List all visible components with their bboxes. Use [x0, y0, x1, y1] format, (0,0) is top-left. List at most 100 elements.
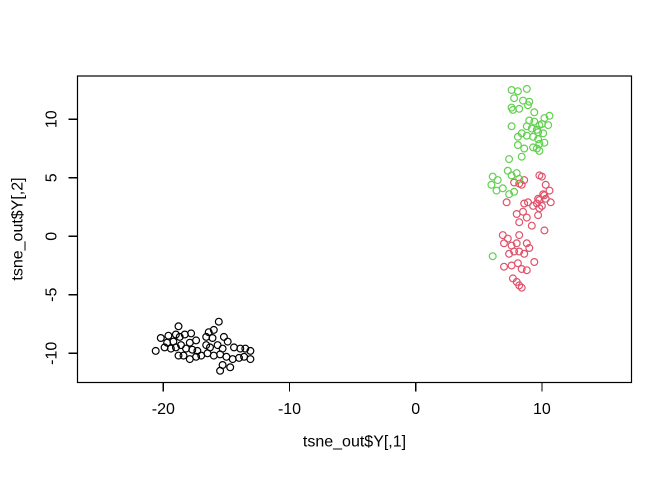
- y-tick-label: 0: [44, 232, 61, 241]
- data-point-cluster-green: [505, 190, 514, 199]
- y-tick-label: 10: [44, 110, 61, 128]
- data-point-cluster-green: [503, 166, 512, 175]
- data-point-cluster-black: [214, 317, 223, 326]
- data-point-cluster-red: [520, 199, 529, 208]
- data-point-cluster-green: [522, 84, 531, 93]
- data-point-cluster-black: [209, 325, 218, 334]
- data-point-cluster-green: [523, 101, 532, 110]
- data-point-cluster-green: [498, 184, 507, 193]
- data-point-cluster-black: [219, 332, 228, 341]
- data-point-cluster-green: [510, 94, 519, 103]
- data-point-cluster-red: [515, 247, 524, 256]
- data-point-cluster-black: [208, 334, 217, 343]
- data-point-cluster-black: [174, 322, 183, 331]
- data-point-cluster-red: [539, 190, 548, 199]
- data-point-cluster-red: [522, 266, 531, 275]
- data-point-cluster-black: [241, 344, 250, 353]
- data-point-cluster-black: [179, 351, 188, 360]
- data-point-cluster-red: [532, 199, 541, 208]
- data-point-cluster-red: [537, 201, 546, 210]
- x-axis-label: tsne_out$Y[,1]: [303, 434, 406, 451]
- data-point-cluster-red: [515, 218, 524, 227]
- data-point-cluster-red: [500, 262, 509, 271]
- data-point-cluster-green: [507, 171, 516, 180]
- data-point-cluster-black: [236, 344, 245, 353]
- data-point-cluster-green: [488, 252, 497, 261]
- data-point-cluster-green: [529, 143, 538, 152]
- data-point-cluster-green: [493, 176, 502, 185]
- data-point-cluster-red: [503, 234, 512, 243]
- data-point-cluster-black: [216, 366, 225, 375]
- data-point-cluster-green: [539, 129, 548, 138]
- data-point-cluster-black: [187, 329, 196, 338]
- data-point-cluster-green: [532, 144, 541, 153]
- data-point-cluster-green: [544, 121, 553, 130]
- y-tick-label: -10: [44, 342, 61, 365]
- data-point-cluster-red: [545, 186, 554, 195]
- data-point-cluster-black: [192, 352, 201, 361]
- data-point-cluster-red: [517, 283, 526, 292]
- x-tick-label: -20: [152, 401, 175, 418]
- data-point-cluster-black: [175, 332, 184, 341]
- data-point-cluster-black: [185, 338, 194, 347]
- data-point-cluster-red: [525, 244, 534, 253]
- data-point-cluster-red: [540, 226, 549, 235]
- data-point-cluster-black: [156, 334, 165, 343]
- data-point-cluster-red: [522, 239, 531, 248]
- data-point-cluster-black: [246, 355, 255, 364]
- data-point-cluster-green: [527, 124, 536, 133]
- y-axis-label: tsne_out$Y[,2]: [10, 177, 27, 280]
- data-point-cluster-black: [223, 337, 232, 346]
- data-point-cluster-green: [540, 138, 549, 147]
- data-point-cluster-green: [510, 187, 519, 196]
- data-point-cluster-black: [226, 363, 235, 372]
- y-tick-label: -5: [44, 288, 61, 302]
- data-point-cluster-green: [530, 108, 539, 117]
- data-point-cluster-green: [535, 146, 544, 155]
- data-point-cluster-green: [534, 135, 543, 144]
- data-point-cluster-green: [513, 87, 522, 96]
- data-point-cluster-black: [228, 355, 237, 364]
- data-point-cluster-green: [517, 152, 526, 161]
- data-point-cluster-red: [505, 249, 514, 258]
- data-point-cluster-green: [520, 144, 529, 153]
- data-point-cluster-green: [487, 180, 496, 189]
- data-point-cluster-black: [174, 351, 183, 360]
- data-point-cluster-red: [515, 281, 524, 290]
- plot-box: [76, 75, 633, 384]
- data-point-cluster-red: [500, 239, 509, 248]
- data-point-cluster-black: [204, 328, 213, 337]
- data-point-cluster-black: [230, 343, 239, 352]
- data-point-cluster-red: [513, 259, 522, 268]
- data-point-cluster-black: [235, 353, 244, 362]
- data-point-cluster-black: [193, 346, 202, 355]
- data-point-cluster-red: [537, 172, 546, 181]
- data-point-cluster-red: [530, 258, 539, 267]
- data-point-cluster-red: [534, 194, 543, 203]
- x-tick-label: -10: [278, 401, 301, 418]
- data-point-cluster-red: [515, 231, 524, 240]
- data-point-cluster-red: [510, 247, 519, 256]
- data-point-cluster-green: [525, 97, 534, 106]
- x-tick-label: 10: [533, 401, 551, 418]
- data-point-cluster-red: [520, 249, 529, 258]
- data-point-cluster-green: [522, 122, 531, 131]
- data-point-cluster-red: [546, 198, 555, 207]
- y-axis: -10 -5 0 5 10: [44, 110, 78, 365]
- data-point-cluster-black: [209, 351, 218, 360]
- data-point-cluster-green: [515, 104, 524, 113]
- y-tick-label: 5: [44, 173, 61, 182]
- data-point-cluster-red: [527, 221, 536, 230]
- data-point-cluster-green: [507, 122, 516, 131]
- data-point-cluster-green: [513, 141, 522, 150]
- data-point-cluster-black: [171, 343, 180, 352]
- data-point-cluster-red: [518, 207, 527, 216]
- data-point-cluster-green: [508, 105, 517, 114]
- data-point-cluster-red: [534, 211, 543, 220]
- x-tick-label: 0: [411, 401, 420, 418]
- data-point-cluster-red: [520, 176, 529, 185]
- data-point-cluster-red: [517, 265, 526, 274]
- data-point-cluster-green: [507, 85, 516, 94]
